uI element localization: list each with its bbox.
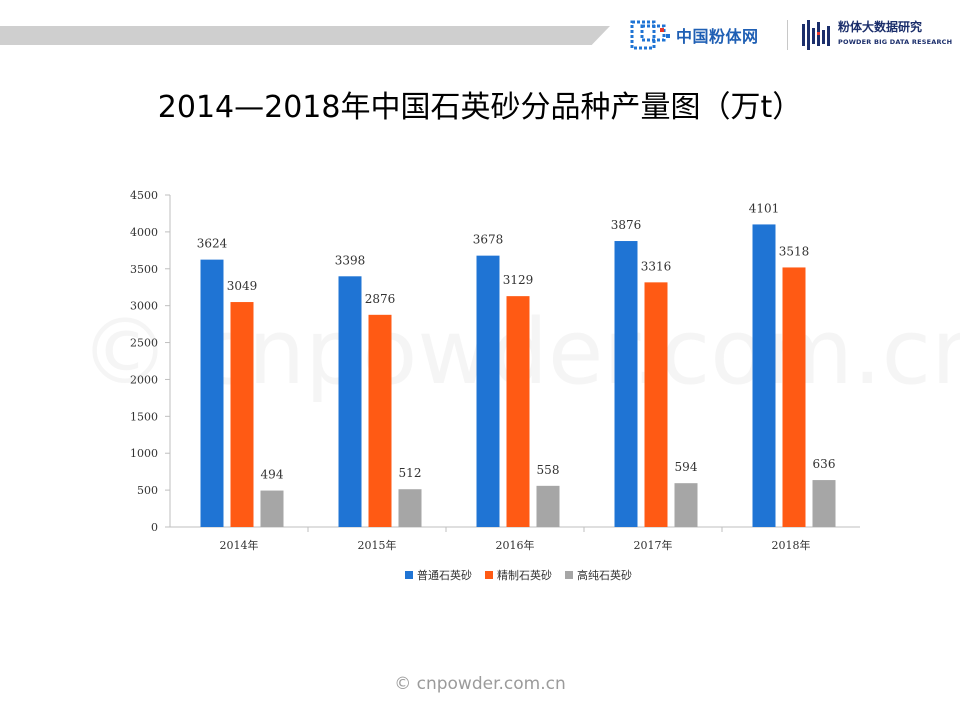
x-tick-label: 2017年 [634, 538, 673, 552]
x-tick-label: 2015年 [358, 538, 397, 552]
data-label: 4101 [749, 201, 780, 215]
bar [752, 224, 776, 528]
y-tick-label: 500 [137, 484, 158, 497]
data-label: 3049 [227, 279, 258, 293]
bar [506, 296, 530, 527]
data-label: 3398 [335, 253, 366, 267]
y-tick-label: 1500 [130, 410, 158, 423]
bar [674, 483, 698, 527]
data-label: 494 [261, 468, 284, 482]
bar [230, 302, 254, 527]
top-decorative-bar [0, 26, 610, 45]
big-data-logo-text: 粉体大数据研究 [838, 20, 923, 34]
bar [812, 480, 836, 527]
chart-title: 2014—2018年中国石英砂分品种产量图（万t） [157, 90, 803, 125]
legend-label: 高纯石英砂 [577, 568, 632, 582]
cnpowder-logo-icon [630, 20, 670, 50]
y-tick-label: 0 [151, 521, 158, 534]
bar [782, 267, 806, 527]
bar [260, 490, 284, 527]
bar [536, 485, 560, 527]
legend-label: 普通石英砂 [417, 568, 472, 582]
y-tick-label: 4000 [130, 226, 158, 239]
y-tick-label: 2500 [130, 337, 158, 350]
data-label: 3518 [779, 244, 810, 258]
data-label: 558 [537, 463, 560, 477]
legend-swatch [485, 571, 493, 579]
legend-swatch [565, 571, 573, 579]
data-label: 3876 [611, 218, 642, 232]
data-label: 636 [813, 457, 836, 471]
bar [644, 282, 668, 527]
x-tick-label: 2018年 [772, 538, 811, 552]
y-tick-label: 3000 [130, 300, 158, 313]
big-data-logo-subtext: POWDER BIG DATA RESEARCH [838, 38, 953, 46]
data-label: 3129 [503, 273, 534, 287]
bar [614, 241, 638, 527]
data-label: 594 [675, 460, 698, 474]
big-data-bars-icon [802, 20, 830, 50]
cnpowder-logo-text: 中国粉体网 [676, 27, 759, 46]
logo-divider [787, 20, 788, 50]
data-label: 3678 [473, 233, 504, 247]
bar [200, 259, 224, 527]
powder-big-data-logo: 粉体大数据研究 POWDER BIG DATA RESEARCH [800, 16, 953, 52]
data-label: 3624 [197, 237, 228, 251]
legend-swatch [405, 571, 413, 579]
y-tick-label: 4500 [130, 189, 158, 202]
bar [476, 255, 500, 527]
x-tick-label: 2014年 [220, 538, 259, 552]
legend-label: 精制石英砂 [497, 568, 552, 582]
bar-chart-svg: 0 500 1000 1500 2000 2500 3000 3500 4000 4500 3624… [130, 189, 860, 582]
data-label: 2876 [365, 292, 396, 306]
bar [368, 314, 392, 527]
bar-chart: 0 500 1000 1500 2000 2500 3000 3500 4000 4500 3624… [80, 160, 880, 620]
y-tick-label: 2000 [130, 373, 158, 386]
cnpowder-logo: 中国粉体网 [630, 18, 780, 52]
y-tick-label: 3500 [130, 263, 158, 276]
x-tick-label: 2016年 [496, 538, 535, 552]
bar [338, 276, 362, 527]
footer-copyright: © cnpowder.com.cn [394, 674, 566, 694]
bar [398, 489, 422, 527]
data-label: 3316 [641, 259, 672, 273]
data-label: 512 [399, 466, 422, 480]
y-tick-label: 1000 [130, 447, 158, 460]
